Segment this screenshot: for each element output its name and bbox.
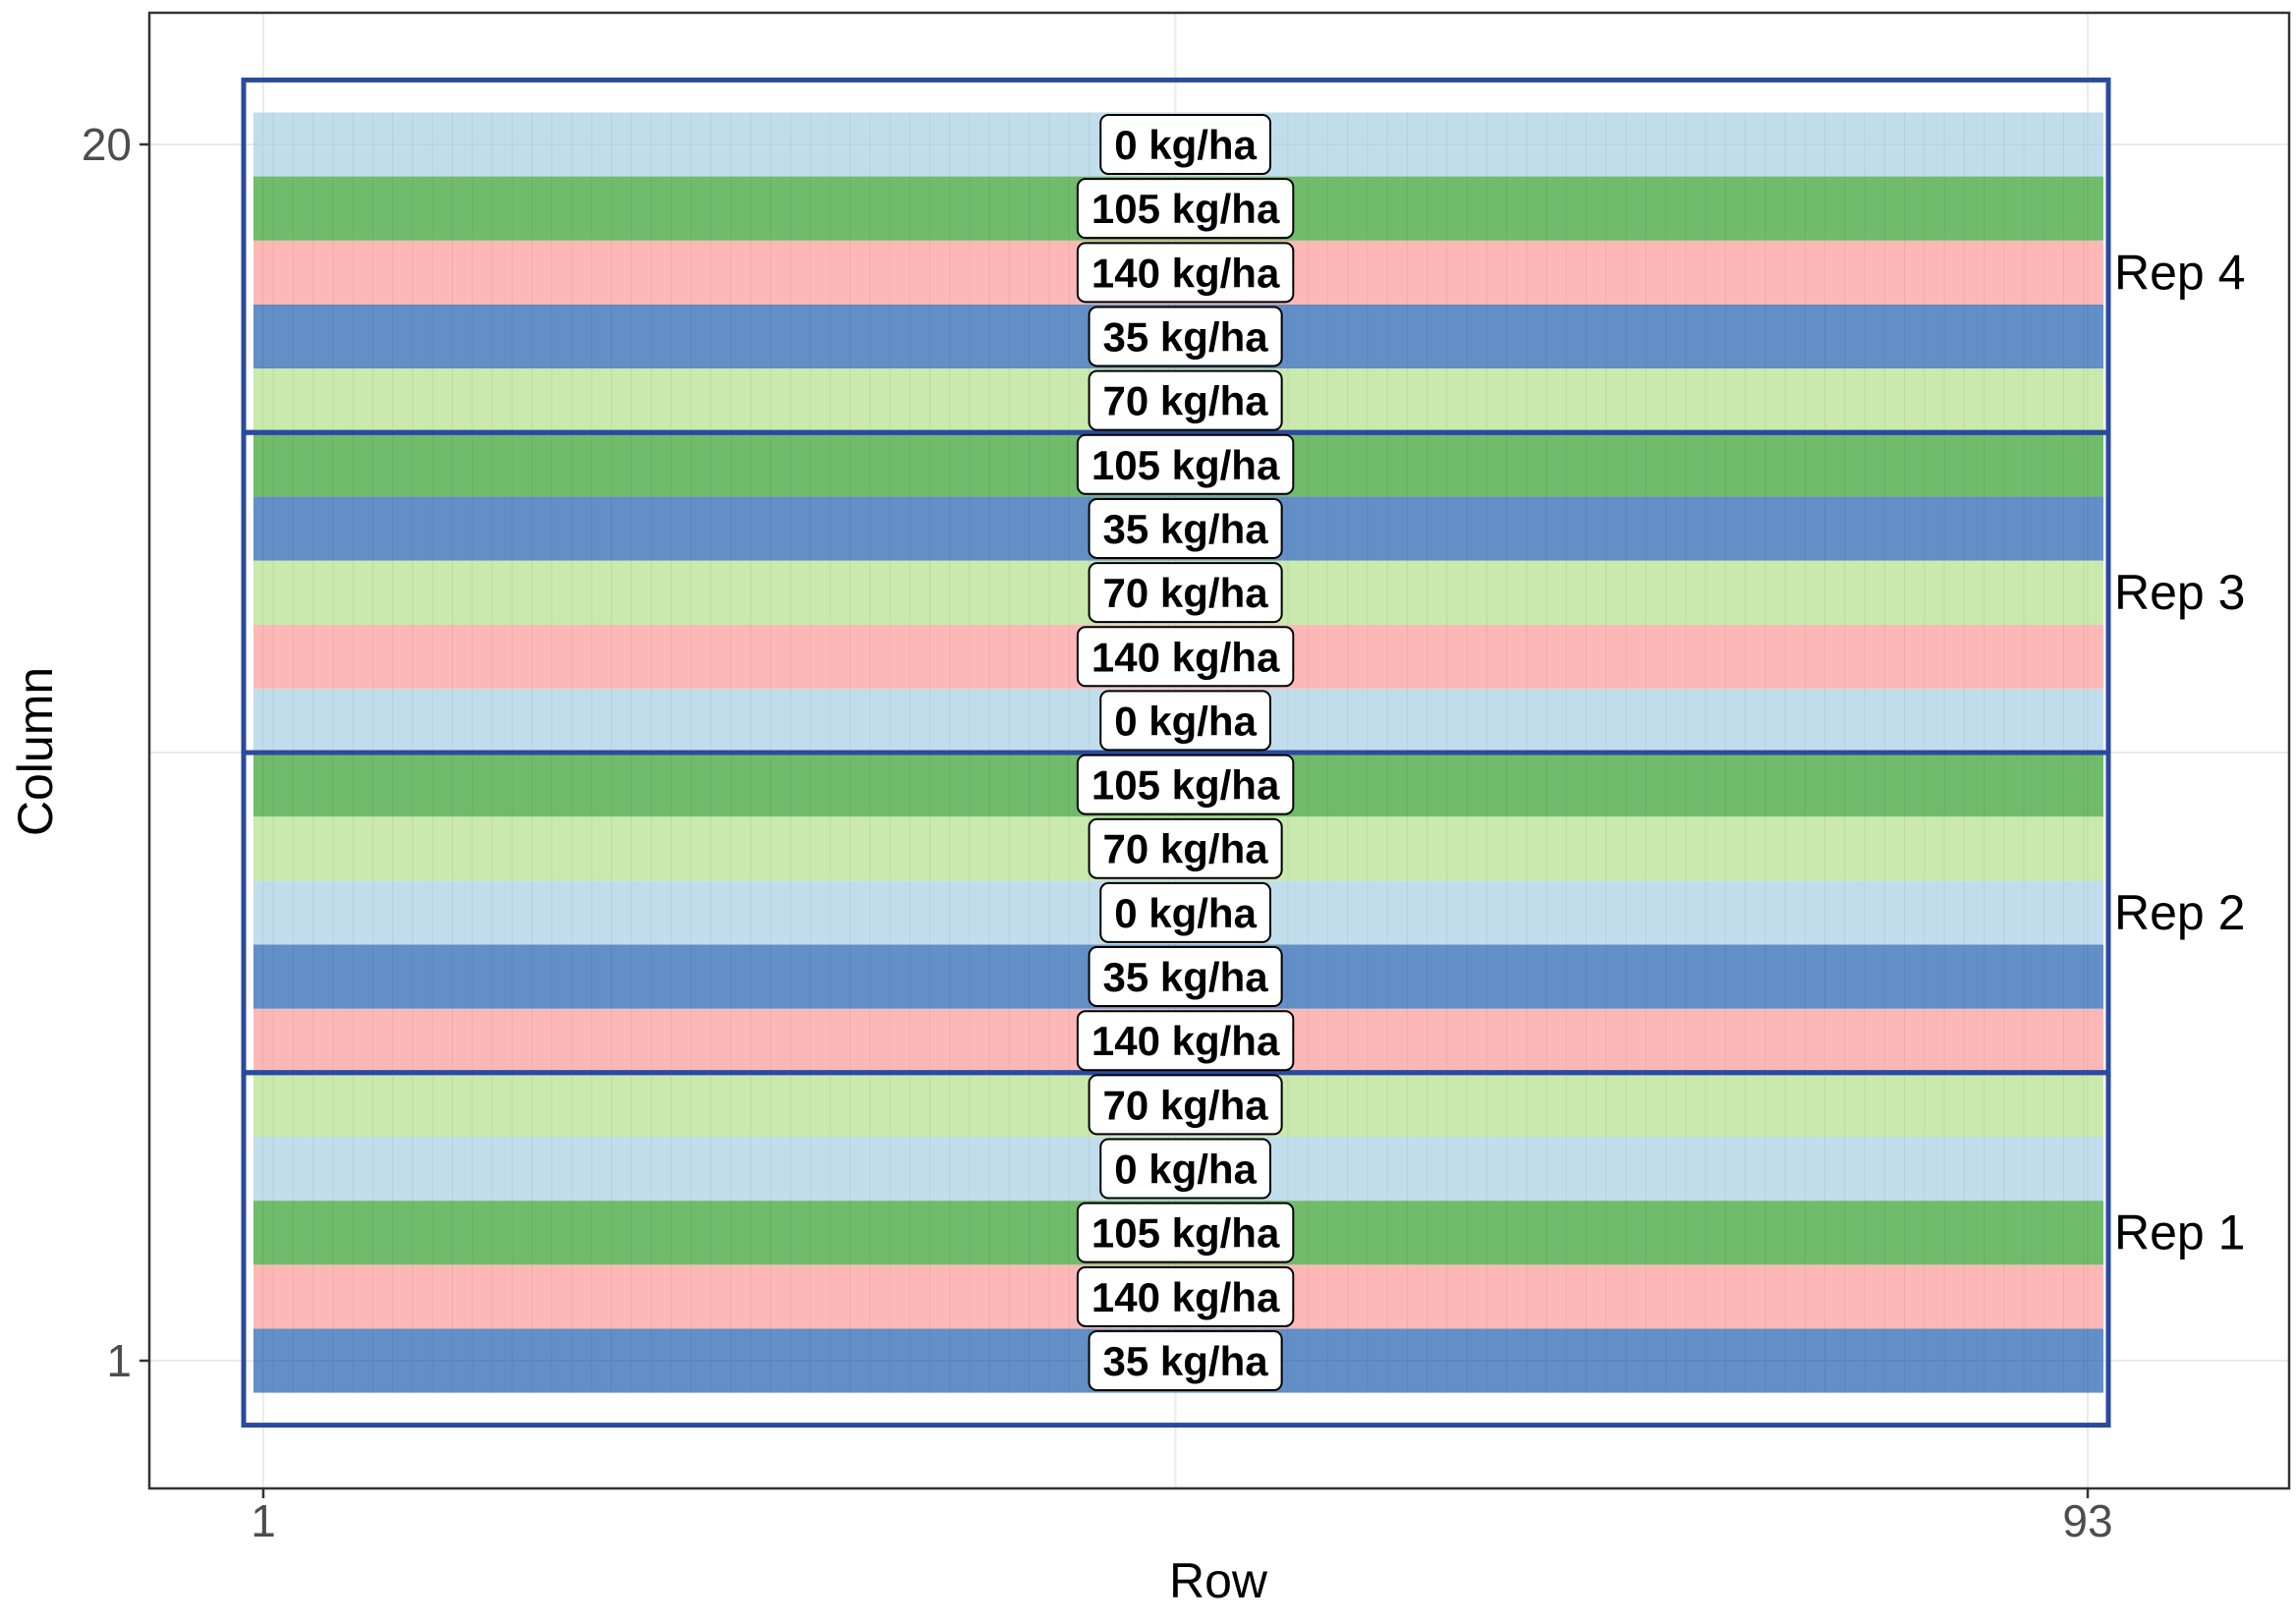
rep-border-4: [241, 77, 2111, 435]
rate-label-text: 35 kg/ha: [1103, 506, 1269, 552]
rate-label-box: [1076, 1010, 1295, 1072]
rate-label-17: 35 kg/ha: [1088, 306, 1283, 367]
rate-label-19: 105 kg/ha: [1076, 178, 1295, 240]
rate-label-text: 35 kg/ha: [1103, 313, 1269, 360]
band-cells-7: [272, 944, 2085, 1009]
rate-label-text: 70 kg/ha: [1103, 378, 1269, 424]
rate-label-text: 105 kg/ha: [1092, 186, 1280, 232]
x-axis-title: Row: [1169, 1553, 1268, 1608]
rate-label-text: 105 kg/ha: [1092, 762, 1280, 809]
rate-label-box: [1088, 497, 1283, 559]
rate-label-text: 140 kg/ha: [1092, 634, 1280, 680]
x-tick-label: 1: [251, 1495, 276, 1546]
rep-label-4: Rep 4: [2114, 245, 2245, 300]
rate-label-3: 105 kg/ha: [1076, 1202, 1295, 1263]
rate-label-box: [1088, 946, 1283, 1008]
rate-label-box: [1076, 433, 1295, 495]
rate-label-8: 0 kg/ha: [1099, 881, 1271, 943]
rate-label-12: 140 kg/ha: [1076, 626, 1295, 688]
rate-label-7: 35 kg/ha: [1088, 946, 1283, 1008]
rate-label-box: [1088, 817, 1283, 879]
rate-label-box: [1076, 1202, 1295, 1263]
y-axis-title: Column: [8, 667, 63, 836]
rep-label-1: Rep 1: [2114, 1205, 2245, 1260]
rate-label-text: 0 kg/ha: [1114, 1147, 1257, 1193]
rate-label-text: 105 kg/ha: [1092, 1210, 1280, 1257]
rate-label-5: 70 kg/ha: [1088, 1074, 1283, 1136]
rate-label-box: [1076, 242, 1295, 304]
rate-label-box: [1088, 1074, 1283, 1136]
rate-label-13: 70 kg/ha: [1088, 562, 1283, 624]
rep-label-3: Rep 3: [2114, 565, 2245, 620]
rate-label-18: 140 kg/ha: [1076, 242, 1295, 304]
rate-label-text: 140 kg/ha: [1092, 1018, 1280, 1064]
rate-label-text: 0 kg/ha: [1114, 698, 1257, 744]
rate-label-box: [1099, 1138, 1271, 1200]
y-tick-label: 1: [106, 1335, 132, 1386]
rate-label-box: [1099, 114, 1271, 175]
labels-layer: 35 kg/ha 140 kg/ha 105 kg/ha 0 kg/ha 70 kg/h…: [1076, 114, 1295, 1391]
reps-layer: Rep 1 Rep 2 Rep 3 Rep 4: [241, 77, 2245, 1428]
rate-label-box: [1088, 562, 1283, 624]
rate-label-text: 0 kg/ha: [1114, 890, 1257, 936]
x-tick-label: 93: [2062, 1495, 2112, 1546]
rate-label-box: [1076, 754, 1295, 815]
rate-label-box: [1099, 690, 1271, 752]
rate-label-1: 35 kg/ha: [1088, 1330, 1283, 1391]
rate-label-text: 0 kg/ha: [1114, 122, 1257, 168]
rate-label-box: [1076, 178, 1295, 240]
rate-label-text: 105 kg/ha: [1092, 442, 1280, 488]
rate-label-box: [1088, 369, 1283, 431]
band-cells-4: [272, 1136, 2085, 1202]
rate-label-2: 140 kg/ha: [1076, 1265, 1295, 1327]
rate-label-box: [1088, 306, 1283, 367]
rate-label-box: [1076, 626, 1295, 688]
rate-label-box: [1088, 1330, 1283, 1391]
rate-label-text: 140 kg/ha: [1092, 250, 1280, 296]
rate-label-box: [1076, 1265, 1295, 1327]
rate-label-text: 140 kg/ha: [1092, 1274, 1280, 1320]
rate-label-9: 70 kg/ha: [1088, 817, 1283, 879]
rate-label-text: 70 kg/ha: [1103, 570, 1269, 616]
axes-layer: 1 93 1 20: [82, 11, 2291, 1546]
rate-label-20: 0 kg/ha: [1099, 114, 1271, 175]
rate-label-14: 35 kg/ha: [1088, 497, 1283, 559]
band-cells-16: [272, 368, 2085, 433]
panel-border: [147, 11, 2291, 1490]
rate-label-text: 70 kg/ha: [1103, 826, 1269, 872]
rep-label-2: Rep 2: [2114, 885, 2245, 940]
rate-label-text: 35 kg/ha: [1103, 1338, 1269, 1384]
rate-label-4: 0 kg/ha: [1099, 1138, 1271, 1200]
rate-label-11: 0 kg/ha: [1099, 690, 1271, 752]
rate-label-6: 140 kg/ha: [1076, 1010, 1295, 1072]
rate-label-text: 70 kg/ha: [1103, 1082, 1269, 1128]
rate-label-text: 35 kg/ha: [1103, 954, 1269, 1000]
rate-label-box: [1099, 881, 1271, 943]
rate-label-16: 70 kg/ha: [1088, 369, 1283, 431]
y-tick-label: 20: [82, 119, 132, 170]
rate-label-15: 105 kg/ha: [1076, 433, 1295, 495]
rate-label-10: 105 kg/ha: [1076, 754, 1295, 815]
